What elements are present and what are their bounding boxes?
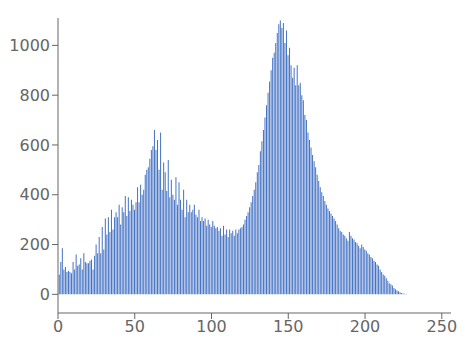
svg-text:600: 600 — [19, 136, 50, 155]
svg-text:250: 250 — [427, 317, 458, 336]
svg-text:0: 0 — [53, 317, 63, 336]
svg-text:50: 50 — [125, 317, 145, 336]
svg-text:200: 200 — [19, 235, 50, 254]
svg-text:400: 400 — [19, 185, 50, 204]
svg-text:200: 200 — [350, 317, 381, 336]
svg-text:0: 0 — [40, 285, 50, 304]
svg-text:150: 150 — [273, 317, 304, 336]
svg-text:1000: 1000 — [9, 36, 50, 55]
svg-text:800: 800 — [19, 86, 50, 105]
svg-text:100: 100 — [196, 317, 227, 336]
